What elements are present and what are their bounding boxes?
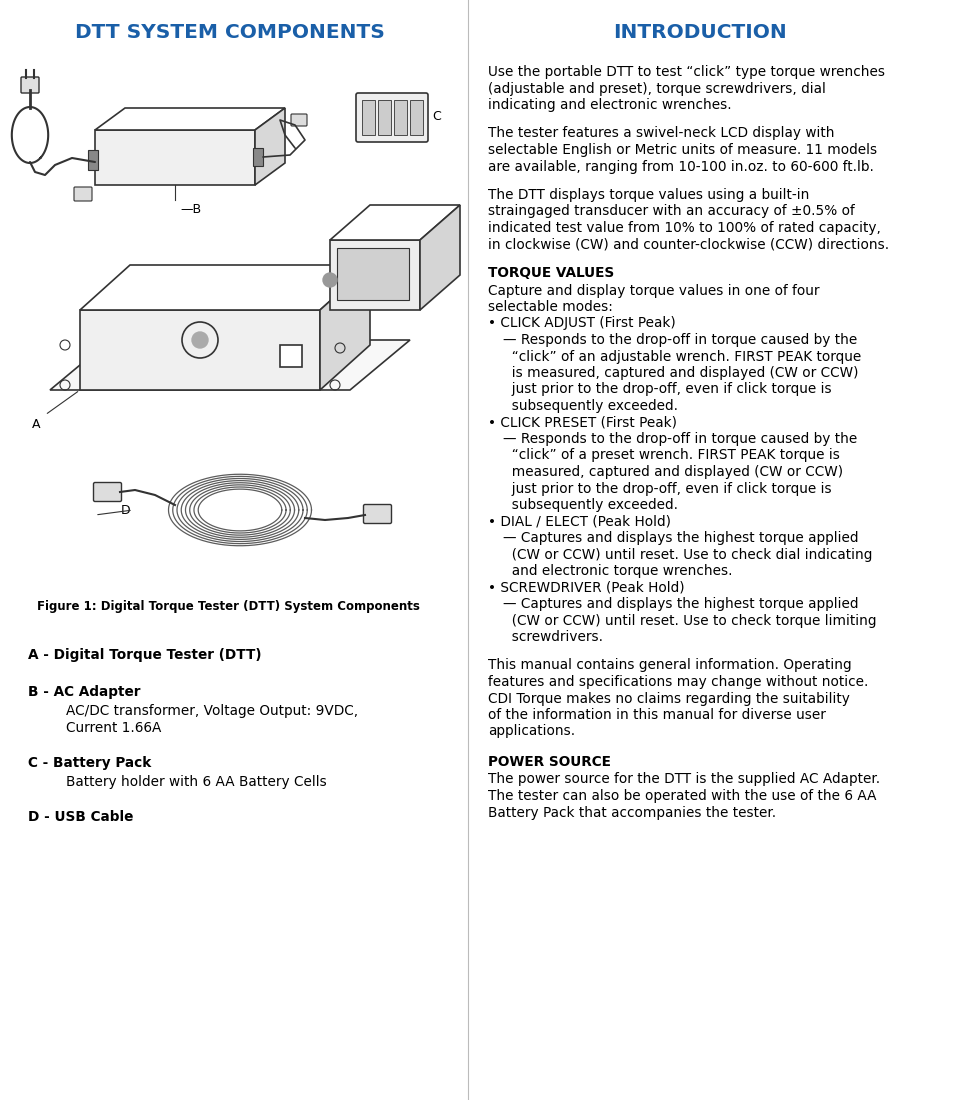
Text: • CLICK PRESET (First Peak): • CLICK PRESET (First Peak) (488, 416, 677, 429)
Text: Current 1.66A: Current 1.66A (66, 720, 161, 735)
Text: This manual contains general information. Operating: This manual contains general information… (488, 659, 851, 672)
Text: C: C (432, 110, 440, 123)
Text: are available, ranging from 10-100 in.oz. to 60-600 ft.lb.: are available, ranging from 10-100 in.oz… (488, 160, 873, 174)
Text: The tester can also be operated with the use of the 6 AA: The tester can also be operated with the… (488, 789, 876, 803)
Text: of the information in this manual for diverse user: of the information in this manual for di… (488, 708, 825, 722)
Text: A: A (31, 418, 40, 431)
FancyBboxPatch shape (363, 505, 391, 524)
Text: Use the portable DTT to test “click” type torque wrenches: Use the portable DTT to test “click” typ… (488, 65, 884, 79)
Polygon shape (95, 108, 285, 130)
Text: just prior to the drop-off, even if click torque is: just prior to the drop-off, even if clic… (502, 482, 831, 495)
Text: INTRODUCTION: INTRODUCTION (613, 22, 786, 42)
Text: applications.: applications. (488, 725, 575, 738)
Text: Battery holder with 6 AA Battery Cells: Battery holder with 6 AA Battery Cells (66, 776, 327, 789)
Bar (377, 100, 391, 135)
Circle shape (192, 332, 208, 348)
FancyBboxPatch shape (93, 483, 121, 502)
Text: • SCREWDRIVER (Peak Hold): • SCREWDRIVER (Peak Hold) (488, 581, 684, 594)
Text: • DIAL / ELECT (Peak Hold): • DIAL / ELECT (Peak Hold) (488, 515, 670, 528)
Text: — Captures and displays the highest torque applied: — Captures and displays the highest torq… (502, 597, 858, 611)
Bar (88, 150, 98, 170)
Text: Battery Pack that accompanies the tester.: Battery Pack that accompanies the tester… (488, 805, 776, 820)
Text: “click” of an adjustable wrench. FIRST PEAK torque: “click” of an adjustable wrench. FIRST P… (502, 350, 861, 363)
Text: The tester features a swivel-neck LCD display with: The tester features a swivel-neck LCD di… (488, 126, 834, 141)
FancyBboxPatch shape (74, 187, 91, 201)
Text: “click” of a preset wrench. FIRST PEAK torque is: “click” of a preset wrench. FIRST PEAK t… (502, 449, 839, 462)
Text: (adjustable and preset), torque screwdrivers, dial: (adjustable and preset), torque screwdri… (488, 81, 825, 96)
Text: selectable English or Metric units of measure. 11 models: selectable English or Metric units of me… (488, 143, 876, 157)
Text: —B: —B (180, 204, 201, 216)
Text: POWER SOURCE: POWER SOURCE (488, 755, 610, 769)
Polygon shape (319, 265, 370, 390)
Bar (336, 248, 409, 300)
Text: D - USB Cable: D - USB Cable (28, 810, 133, 824)
Text: in clockwise (CW) and counter-clockwise (CCW) directions.: in clockwise (CW) and counter-clockwise … (488, 238, 888, 252)
FancyBboxPatch shape (355, 94, 428, 142)
Bar (361, 100, 375, 135)
Text: features and specifications may change without notice.: features and specifications may change w… (488, 675, 867, 689)
Text: • CLICK ADJUST (First Peak): • CLICK ADJUST (First Peak) (488, 317, 675, 330)
Text: selectable modes:: selectable modes: (488, 300, 612, 313)
Text: — Responds to the drop-off in torque caused by the: — Responds to the drop-off in torque cau… (502, 333, 857, 346)
Bar (280, 345, 302, 367)
Polygon shape (80, 310, 319, 390)
Text: measured, captured and displayed (CW or CCW): measured, captured and displayed (CW or … (502, 465, 842, 478)
Polygon shape (50, 340, 410, 390)
Text: (CW or CCW) until reset. Use to check dial indicating: (CW or CCW) until reset. Use to check di… (502, 548, 871, 561)
Text: The power source for the DTT is the supplied AC Adapter.: The power source for the DTT is the supp… (488, 772, 880, 786)
Text: Capture and display torque values in one of four: Capture and display torque values in one… (488, 284, 819, 297)
Text: AC/DC transformer, Voltage Output: 9VDC,: AC/DC transformer, Voltage Output: 9VDC, (66, 704, 357, 718)
Text: B - AC Adapter: B - AC Adapter (28, 685, 140, 698)
Polygon shape (254, 108, 285, 185)
Text: DTT SYSTEM COMPONENTS: DTT SYSTEM COMPONENTS (75, 22, 384, 42)
Text: C - Battery Pack: C - Battery Pack (28, 756, 152, 770)
Text: The DTT displays torque values using a built-in: The DTT displays torque values using a b… (488, 188, 808, 202)
Text: TORQUE VALUES: TORQUE VALUES (488, 266, 614, 280)
Text: D: D (120, 504, 130, 517)
Polygon shape (95, 130, 254, 185)
Text: A - Digital Torque Tester (DTT): A - Digital Torque Tester (DTT) (28, 648, 261, 662)
Text: indicated test value from 10% to 100% of rated capacity,: indicated test value from 10% to 100% of… (488, 221, 880, 235)
Bar (253, 148, 263, 166)
Text: screwdrivers.: screwdrivers. (502, 630, 602, 644)
Bar (394, 100, 407, 135)
Text: straingaged transducer with an accuracy of ±0.5% of: straingaged transducer with an accuracy … (488, 205, 854, 219)
Text: CDI Torque makes no claims regarding the suitability: CDI Torque makes no claims regarding the… (488, 692, 849, 705)
Circle shape (323, 273, 336, 287)
Text: is measured, captured and displayed (CW or CCW): is measured, captured and displayed (CW … (502, 366, 858, 379)
Polygon shape (419, 205, 459, 310)
Text: Figure 1: Digital Torque Tester (DTT) System Components: Figure 1: Digital Torque Tester (DTT) Sy… (36, 600, 419, 613)
Polygon shape (330, 205, 459, 240)
Polygon shape (80, 265, 370, 310)
FancyBboxPatch shape (21, 77, 39, 94)
Text: subsequently exceeded.: subsequently exceeded. (502, 498, 678, 512)
Text: indicating and electronic wrenches.: indicating and electronic wrenches. (488, 98, 731, 112)
Text: subsequently exceeded.: subsequently exceeded. (502, 399, 678, 412)
Text: — Responds to the drop-off in torque caused by the: — Responds to the drop-off in torque cau… (502, 432, 857, 446)
FancyBboxPatch shape (291, 114, 307, 126)
Text: — Captures and displays the highest torque applied: — Captures and displays the highest torq… (502, 531, 858, 544)
Text: just prior to the drop-off, even if click torque is: just prior to the drop-off, even if clic… (502, 383, 831, 396)
Bar (410, 100, 422, 135)
Polygon shape (330, 240, 419, 310)
Text: (CW or CCW) until reset. Use to check torque limiting: (CW or CCW) until reset. Use to check to… (502, 614, 876, 627)
Text: and electronic torque wrenches.: and electronic torque wrenches. (502, 564, 732, 578)
